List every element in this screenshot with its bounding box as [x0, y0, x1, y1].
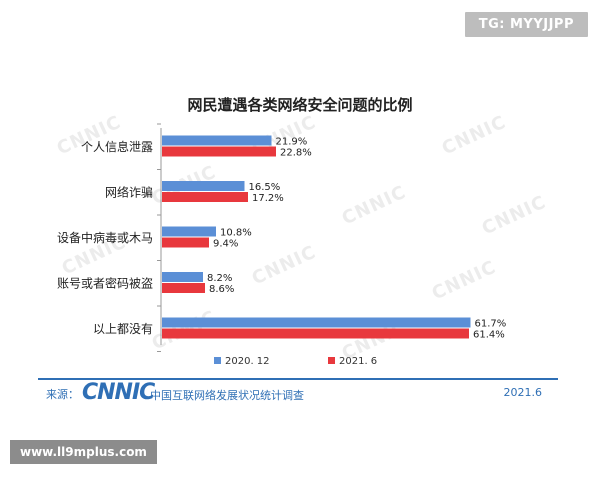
data-label: 9.4%: [213, 239, 238, 250]
legend-label: 2020. 12: [225, 356, 270, 367]
data-label: 61.7%: [475, 319, 507, 330]
legend-swatch: [214, 357, 221, 364]
legend-swatch: [328, 357, 335, 364]
data-label: 8.6%: [209, 284, 234, 295]
data-label: 17.2%: [252, 193, 284, 204]
legend-label: 2021. 6: [339, 356, 377, 367]
bar-series2: [162, 192, 248, 202]
bar-series1: [162, 135, 272, 146]
report-date: 2021.6: [503, 386, 543, 399]
category-label: 账号或者密码被盗: [57, 276, 153, 291]
bar-series1: [162, 317, 471, 328]
footer-divider: [38, 378, 558, 380]
category-label: 个人信息泄露: [81, 139, 153, 154]
category-label: 以上都没有: [93, 321, 153, 336]
bar-series1: [162, 181, 245, 191]
bar-series2: [162, 328, 469, 339]
bar-series1: [162, 272, 203, 282]
data-label: 10.8%: [220, 228, 252, 239]
top-right-tag: TG: MYYJJPP: [464, 12, 588, 37]
bar-series2: [162, 237, 209, 248]
survey-name: 中国互联网络发展状况统计调查: [150, 389, 304, 402]
category-label: 网络诈骗: [105, 185, 153, 200]
data-label: 21.9%: [276, 137, 308, 148]
data-label: 8.2%: [207, 273, 232, 284]
source-label: 来源：: [46, 388, 79, 401]
bottom-left-tag[interactable]: www.ll9mplus.com: [10, 440, 157, 464]
data-label: 16.5%: [249, 182, 281, 193]
category-label: 设备中病毒或木马: [57, 230, 153, 245]
cnnic-logo: CNNIC: [82, 380, 155, 405]
data-label: 22.8%: [280, 148, 312, 159]
bar-series2: [162, 146, 276, 157]
data-label: 61.4%: [473, 330, 505, 341]
bar-series1: [162, 226, 216, 237]
bar-series2: [162, 283, 205, 293]
chart-title: 网民遭遇各类网络安全问题的比例: [187, 96, 413, 114]
